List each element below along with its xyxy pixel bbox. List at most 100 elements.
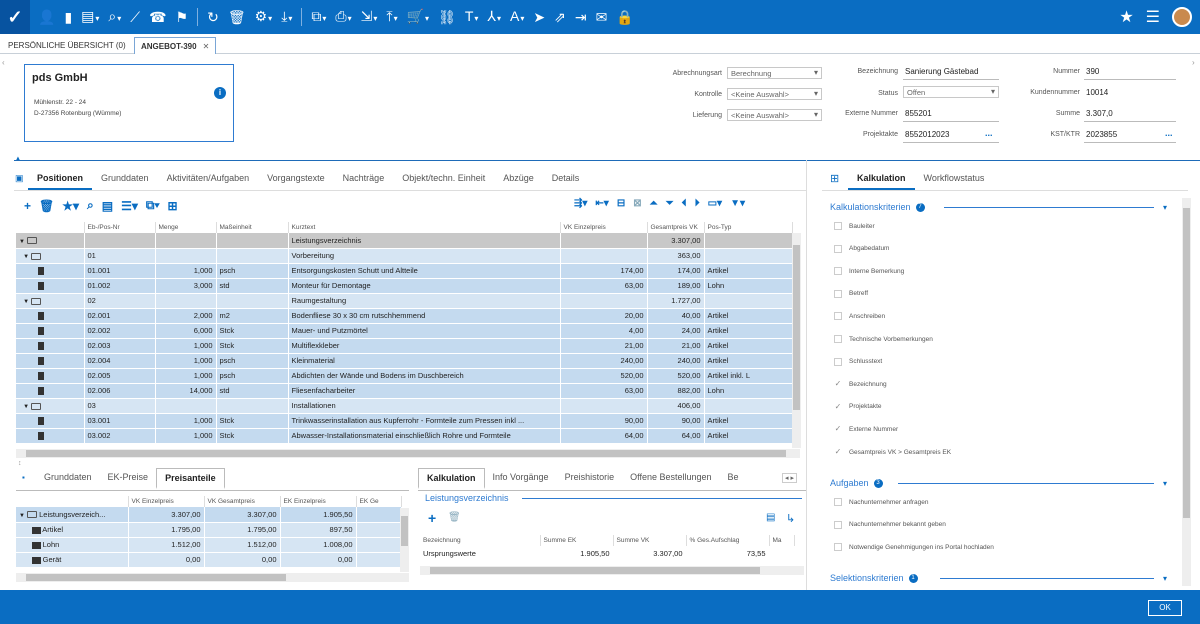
tree-cell[interactable]: ▼ <box>16 398 85 414</box>
side-vscroll[interactable] <box>1182 198 1191 586</box>
table-row[interactable]: 03.002 1,000 Stck Abwasser-Installationsmat… <box>16 428 793 444</box>
add-icon[interactable]: + <box>428 510 437 526</box>
column-header[interactable]: Pos-Typ <box>704 222 793 233</box>
checkbox-item[interactable]: Interne Bemerkung <box>834 267 904 276</box>
chart-icon[interactable]: ⟋ <box>130 9 141 25</box>
column-header[interactable]: Bezeichnung <box>420 535 541 546</box>
tab-preishistorie[interactable]: Preishistorie <box>564 472 615 482</box>
tab-details[interactable]: Details <box>551 173 580 183</box>
table-row[interactable]: 02.002 6,000 Stck Mauer- und Putzmörtel 4,00… <box>16 323 793 339</box>
tree-cell[interactable]: ▼ <box>16 233 85 249</box>
column-header[interactable]: VK Gesamtpreis <box>204 496 281 507</box>
table-row[interactable]: 02.005 1,000 psch Abdichten der Wände und B… <box>16 368 793 384</box>
import-icon[interactable]: ⇥ <box>574 9 587 25</box>
column-header[interactable]: Menge <box>155 222 217 233</box>
column-header[interactable]: Gesamtpreis VK <box>647 222 705 233</box>
checkbox-item[interactable]: Anschreiben <box>834 312 885 321</box>
checkbox[interactable] <box>834 543 842 552</box>
doc-search-icon[interactable]: ⌕ <box>108 9 121 26</box>
mail-icon[interactable]: ✉ <box>595 9 608 25</box>
tree-cell[interactable] <box>16 263 85 279</box>
checkbox[interactable] <box>834 498 842 506</box>
column-header[interactable]: Summe EK <box>540 535 614 546</box>
move-down-icon[interactable]: ⏷ <box>665 198 674 209</box>
filter-icon[interactable]: ▼▾ <box>730 198 745 209</box>
spinner-icon[interactable] <box>769 546 795 562</box>
projektakte-field[interactable]: 8552012023 <box>905 130 950 139</box>
send-icon[interactable]: ➤ <box>533 9 546 25</box>
outdent-icon[interactable]: ⇤▾ <box>595 198 609 209</box>
tab-nachträge[interactable]: Nachträge <box>342 173 385 183</box>
tab-be[interactable]: Be <box>727 472 739 482</box>
tab-offer[interactable]: ANGEBOT-390 ✕ <box>134 37 217 54</box>
status-select[interactable]: Offen <box>903 86 999 98</box>
column-header[interactable]: Kurztext <box>288 222 561 233</box>
refresh-icon[interactable]: ↻ <box>207 9 219 25</box>
column-header[interactable]: Eb-/Pos-Nr <box>84 222 156 233</box>
customer-card[interactable]: pds GmbH i Mühlenstr. 22 - 24 D-27356 Ro… <box>24 64 234 142</box>
chevron-down-icon[interactable]: ▾ <box>1163 203 1168 212</box>
ungroup-icon[interactable]: ⊠ <box>633 198 642 209</box>
checkbox-item[interactable]: Bauleiter <box>834 222 875 230</box>
ok-button[interactable]: OK <box>1148 600 1182 616</box>
tree-cell[interactable] <box>16 413 85 429</box>
lock-icon[interactable]: 🔒 <box>616 9 634 25</box>
font-icon[interactable]: A <box>510 9 524 26</box>
app-logo-icon[interactable]: ✓ <box>0 0 30 34</box>
kalkulation-hscroll[interactable] <box>420 566 804 575</box>
kst-lookup-button[interactable]: ... <box>1165 128 1173 138</box>
bookmark-icon[interactable]: ⚑ <box>175 9 189 25</box>
check-icon[interactable]: ✓ <box>834 379 842 389</box>
tree-icon[interactable]: ⊞ <box>167 198 178 213</box>
checkbox[interactable] <box>834 222 842 230</box>
tab-objekt-techn-einheit[interactable]: Objekt/techn. Einheit <box>402 173 486 183</box>
task-item[interactable]: Nachunternehmer anfragen <box>834 498 929 506</box>
table-row[interactable]: 03.001 1,000 Stck Trinkwasserinstallation a… <box>16 413 793 429</box>
copy-icon[interactable]: ⧉▾ <box>145 198 160 212</box>
add-icon[interactable]: + <box>24 198 32 213</box>
table-row[interactable]: 02.006 14,000 std Fliesenfacharbeiter 63,00 8… <box>16 383 793 399</box>
column-header[interactable] <box>16 496 129 507</box>
info-icon[interactable]: i <box>214 87 226 99</box>
avatar[interactable] <box>1172 7 1192 27</box>
bezeichnung-field[interactable]: Sanierung Gästebad <box>905 67 979 76</box>
aufgaben-header[interactable]: Aufgaben 3 <box>830 478 883 488</box>
group-icon[interactable]: ⊟ <box>616 198 626 209</box>
column-header[interactable]: % Ges.Aufschlag <box>686 535 770 546</box>
checkbox-item[interactable]: ✓ Bezeichnung <box>834 380 887 388</box>
check-icon[interactable]: ✓ <box>834 424 842 434</box>
gear-icon[interactable]: ⚙ <box>255 9 273 26</box>
column-header[interactable]: EK Einzelpreis <box>280 496 357 507</box>
menu-icon[interactable]: ☰ <box>1145 9 1160 26</box>
tab-vorgangstexte[interactable]: Vorgangstexte <box>267 173 325 183</box>
tree-cell[interactable] <box>16 338 85 354</box>
note-icon[interactable]: ▤ <box>766 512 776 523</box>
column-header[interactable]: Ma <box>769 535 795 546</box>
move-left-icon[interactable]: ⏴ <box>681 198 687 209</box>
positions-hscroll[interactable] <box>16 449 800 458</box>
tree-cell[interactable]: ▼ <box>16 248 85 264</box>
checkbox-item[interactable]: Abgabedatum <box>834 244 889 253</box>
doc-add-icon[interactable]: ▮ <box>64 9 73 25</box>
upload-icon[interactable]: ⤒ <box>386 9 397 26</box>
collapse-up-icon[interactable]: ▲ <box>15 156 21 162</box>
chevron-down-icon[interactable]: ▾ <box>1163 479 1168 488</box>
table-row[interactable]: ▼ 01 Vorbereitung 363,00 <box>16 248 793 264</box>
task-item[interactable]: Nachunternehmer bekannt geben <box>834 520 946 529</box>
tab-kalkulation[interactable]: Kalkulation <box>418 468 485 489</box>
trash-icon[interactable]: 🗑 <box>227 9 246 25</box>
favorite-star-icon[interactable]: ★ <box>1119 9 1134 26</box>
table-row[interactable]: Gerät 0,00 0,00 0,00 <box>16 552 402 568</box>
checkbox[interactable] <box>834 357 842 366</box>
table-row[interactable]: 01.002 3,000 std Monteur für Demontage 63,00… <box>16 278 793 294</box>
tab-preisanteile[interactable]: Preisanteile <box>156 468 225 489</box>
table-row[interactable]: Lohn 1.512,00 1.512,00 1.008,00 <box>16 537 402 553</box>
user-plus-icon[interactable]: 👤 <box>38 9 56 25</box>
collapse-left-icon[interactable]: ‹ <box>2 58 5 67</box>
kst-field[interactable]: 2023855 <box>1086 130 1118 139</box>
tab-grunddaten[interactable]: Grunddaten <box>101 173 149 183</box>
table-row[interactable]: 02.004 1,000 psch Kleinmaterial 240,00 240,00… <box>16 353 793 369</box>
table-row[interactable]: ▼ 03 Installationen 406,00 <box>16 398 793 414</box>
tab-scroll-arrows[interactable]: ◂ ▸ <box>782 473 797 483</box>
check-icon[interactable]: ✓ <box>834 447 842 456</box>
